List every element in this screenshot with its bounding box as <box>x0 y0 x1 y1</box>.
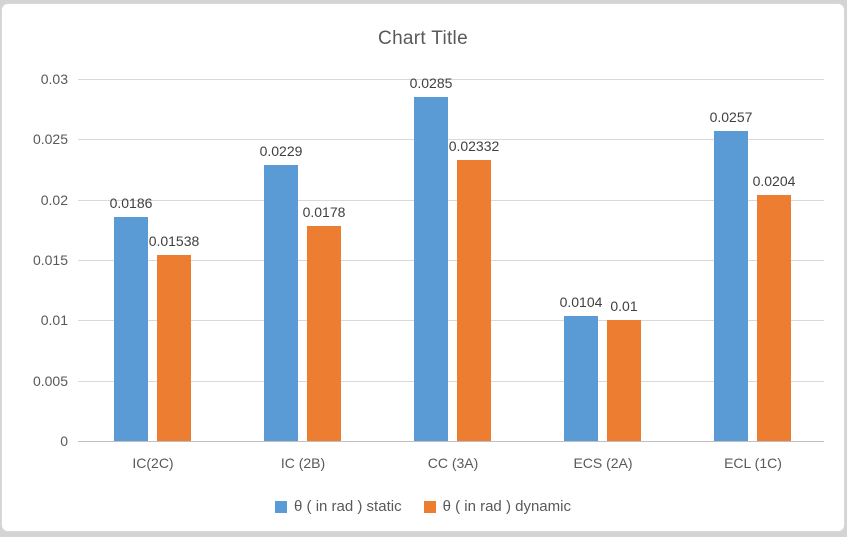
bar-dynamic-ECS (2A)[interactable] <box>607 320 641 441</box>
legend-swatch-icon <box>275 500 288 513</box>
legend-item-static[interactable]: θ ( in rad ) static <box>275 498 402 515</box>
data-label: 0.0186 <box>109 195 153 211</box>
bar-static-IC(2C)[interactable] <box>114 217 148 441</box>
data-label: 0.0257 <box>709 109 753 125</box>
data-label: 0.01538 <box>148 233 200 249</box>
chart-canvas[interactable]: Chart Title 0.0186 0.01538 0.0229 0.0178 0.0… <box>1 3 845 532</box>
x-category-label: IC(2C) <box>132 455 174 471</box>
legend-label: θ ( in rad ) static <box>294 498 402 515</box>
data-label: 0.0204 <box>752 173 796 189</box>
x-axis-line <box>78 441 824 442</box>
bar-dynamic-CC (3A)[interactable] <box>457 160 491 441</box>
y-tick-label: 0.015 <box>32 252 68 268</box>
chart-title[interactable]: Chart Title <box>378 28 468 49</box>
data-label: 0.0229 <box>259 143 303 159</box>
x-category-label: ECS (2A) <box>573 455 633 471</box>
y-tick-label: 0.02 <box>40 192 68 208</box>
legend-item-dynamic[interactable]: θ ( in rad ) dynamic <box>423 498 571 515</box>
y-tick-label: 0.025 <box>32 131 68 147</box>
y-tick-label: 0.005 <box>32 373 68 389</box>
data-label: 0.02332 <box>448 138 500 154</box>
bar-static-ECL (1C)[interactable] <box>714 131 748 441</box>
bar-static-ECS (2A)[interactable] <box>564 316 598 441</box>
bar-dynamic-ECL (1C)[interactable] <box>757 195 791 441</box>
x-category-label: ECL (1C) <box>724 455 782 471</box>
gridline <box>78 200 824 201</box>
bar-static-CC (3A)[interactable] <box>414 97 448 441</box>
data-label: 0.0104 <box>559 294 603 310</box>
bar-dynamic-IC(2C)[interactable] <box>157 255 191 441</box>
data-label: 0.0285 <box>409 75 453 91</box>
x-category-label: CC (3A) <box>427 455 479 471</box>
y-tick-label: 0 <box>60 433 68 449</box>
bar-static-IC (2B)[interactable] <box>264 165 298 441</box>
legend: θ ( in rad ) static θ ( in rad ) dynamic <box>2 498 844 515</box>
y-tick-label: 0.03 <box>40 71 68 87</box>
bar-dynamic-IC (2B)[interactable] <box>307 226 341 441</box>
legend-label: θ ( in rad ) dynamic <box>442 498 571 515</box>
data-label: 0.0178 <box>302 204 346 220</box>
x-category-label: IC (2B) <box>280 455 326 471</box>
data-label: 0.01 <box>610 298 638 314</box>
legend-swatch-icon <box>423 500 436 513</box>
y-tick-label: 0.01 <box>40 312 68 328</box>
